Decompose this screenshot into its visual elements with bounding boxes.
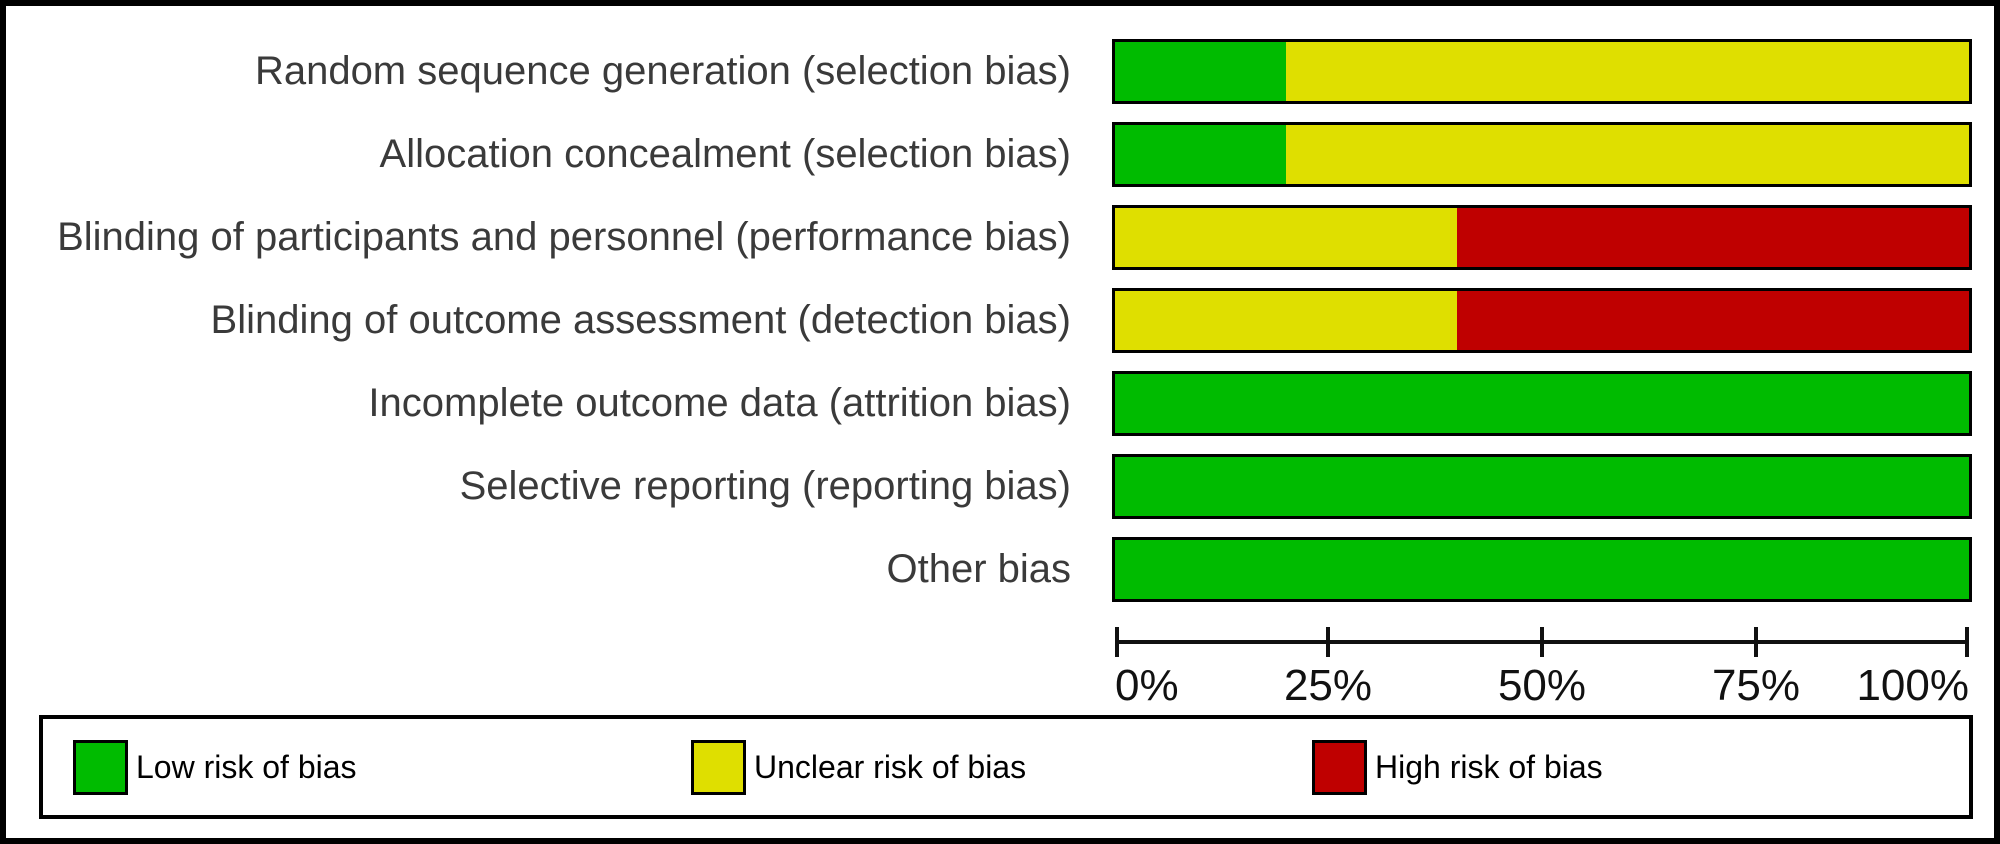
domain-label-incomplete-outcome-data: Incomplete outcome data (attrition bias) xyxy=(368,381,1071,425)
legend-swatch-unclear-risk xyxy=(691,739,746,795)
x-axis-tick-label-25: 25% xyxy=(1283,661,1373,710)
legend-label-low-risk: Low risk of bias xyxy=(136,748,357,785)
legend-label-high-risk: High risk of bias xyxy=(1375,748,1603,785)
domain-label-selective-reporting: Selective reporting (reporting bias) xyxy=(459,464,1071,508)
domain-label-blinding-outcome-assessment: Blinding of outcome assessment (detectio… xyxy=(210,298,1071,342)
bar-segment-high-risk xyxy=(1456,208,1969,267)
legend-swatch-low-risk xyxy=(73,739,128,795)
legend-swatch-high-risk xyxy=(1312,739,1367,795)
bar-segment-low-risk xyxy=(1115,42,1286,101)
stacked-bar-other-bias xyxy=(1112,537,1972,602)
x-axis-tick-75 xyxy=(1754,627,1758,657)
stacked-bar-allocation-concealment xyxy=(1112,122,1972,187)
stacked-bar-selective-reporting xyxy=(1112,454,1972,519)
x-axis-tick-0 xyxy=(1115,627,1119,657)
x-axis-tick-label-0: 0% xyxy=(1115,661,1179,710)
x-axis-tick-25 xyxy=(1326,627,1330,657)
domain-label-other-bias: Other bias xyxy=(886,547,1071,591)
legend-item-low-risk: Low risk of bias xyxy=(73,719,357,815)
x-axis-tick-label-75: 75% xyxy=(1711,661,1801,710)
bar-segment-low-risk xyxy=(1115,540,1969,599)
domain-label-allocation-concealment: Allocation concealment (selection bias) xyxy=(379,132,1071,176)
domain-label-random-sequence-generation: Random sequence generation (selection bi… xyxy=(254,49,1071,93)
stacked-bar-blinding-participants-personnel xyxy=(1112,205,1972,270)
x-axis-tick-label-100: 100% xyxy=(1856,661,1969,710)
stacked-bar-blinding-outcome-assessment xyxy=(1112,288,1972,353)
x-axis-tick-50 xyxy=(1540,627,1544,657)
x-axis-tick-label-50: 50% xyxy=(1497,661,1587,710)
bar-segment-unclear-risk xyxy=(1285,42,1969,101)
bar-segment-unclear-risk xyxy=(1285,125,1969,184)
bar-segment-low-risk xyxy=(1115,457,1969,516)
stacked-bar-random-sequence-generation xyxy=(1112,39,1972,104)
bar-segment-high-risk xyxy=(1456,291,1969,350)
x-axis-tick-100 xyxy=(1965,627,1969,657)
stacked-bar-incomplete-outcome-data xyxy=(1112,371,1972,436)
bar-segment-unclear-risk xyxy=(1115,291,1457,350)
legend-label-unclear-risk: Unclear risk of bias xyxy=(754,748,1027,785)
legend: Low risk of bias Unclear risk of bias Hi… xyxy=(39,715,1973,819)
bar-segment-unclear-risk xyxy=(1115,208,1457,267)
domain-label-blinding-participants-personnel: Blinding of participants and personnel (… xyxy=(57,215,1071,259)
legend-item-high-risk: High risk of bias xyxy=(1312,719,1603,815)
bar-segment-low-risk xyxy=(1115,125,1286,184)
bar-segment-low-risk xyxy=(1115,374,1969,433)
legend-item-unclear-risk: Unclear risk of bias xyxy=(691,719,1026,815)
